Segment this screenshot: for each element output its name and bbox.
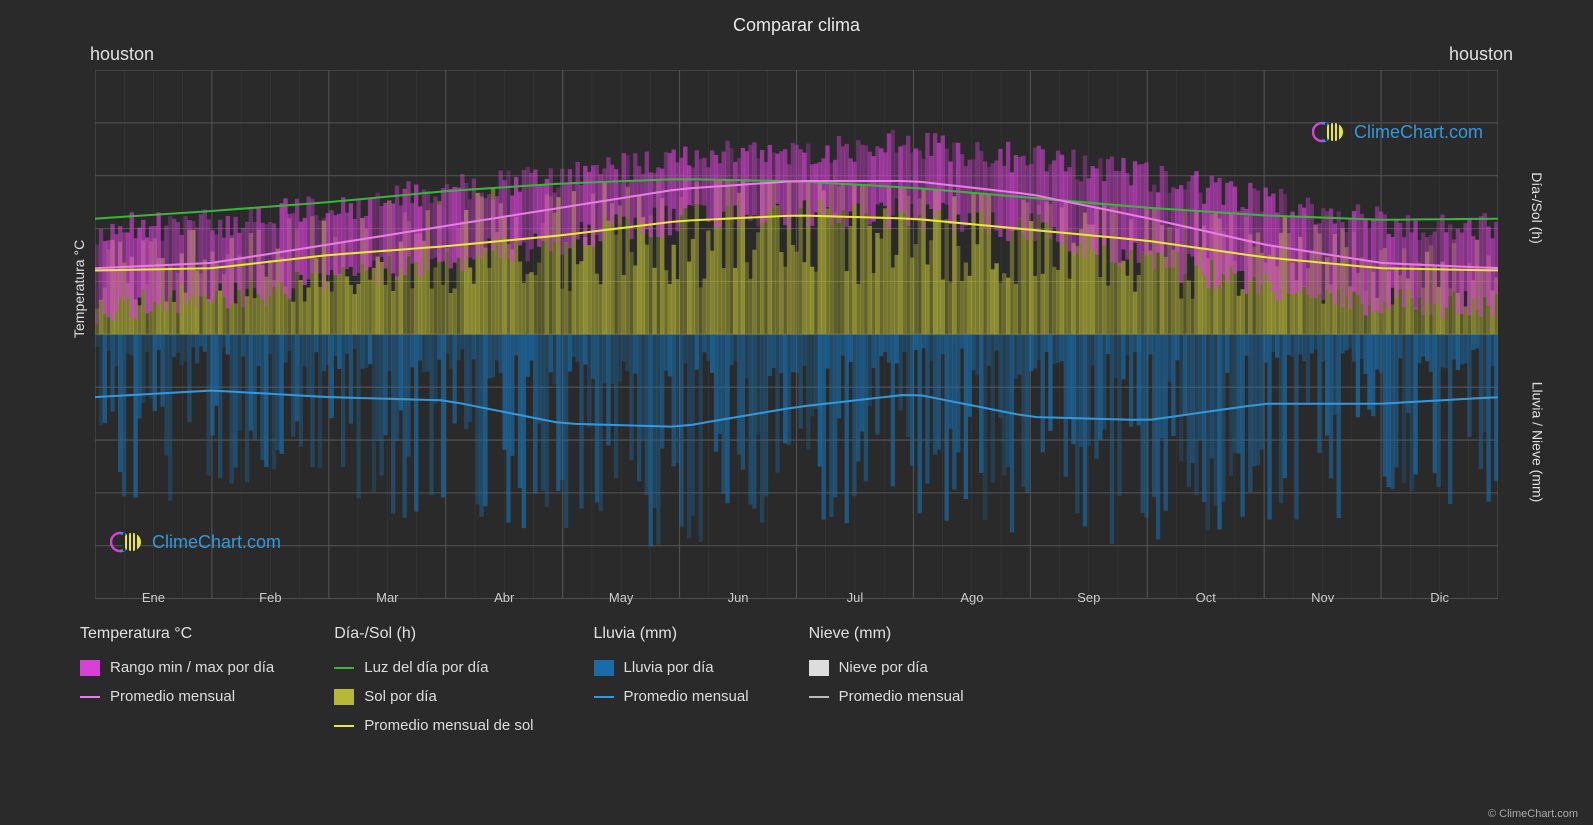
x-tick: Ago	[913, 590, 1030, 610]
x-tick: Mar	[329, 590, 446, 610]
legend-item: Luz del día por día	[334, 659, 533, 676]
y-axis-left-label: Temperatura °C	[71, 240, 87, 338]
legend-item: Promedio mensual	[809, 688, 964, 705]
legend-item: Promedio mensual	[594, 688, 749, 705]
city-label-left: houston	[90, 44, 154, 65]
y-axis-left: Temperatura °C	[40, 70, 85, 590]
legend-swatch-box	[334, 689, 354, 705]
legend-swatch-line	[809, 696, 829, 698]
chart-area: Temperatura °C Día-/Sol (h) Lluvia / Nie…	[20, 70, 1573, 610]
legend-item: Promedio mensual de sol	[334, 717, 533, 734]
x-tick: Jul	[797, 590, 914, 610]
y-axis-right: Día-/Sol (h) Lluvia / Nieve (mm)	[1508, 70, 1553, 590]
legend: Temperatura °C Rango min / max por día Pro…	[20, 615, 1573, 744]
legend-label: Promedio mensual de sol	[364, 717, 533, 734]
copyright: © ClimeChart.com	[1488, 808, 1578, 820]
x-tick: Oct	[1147, 590, 1264, 610]
legend-label: Promedio mensual	[839, 688, 964, 705]
legend-item: Rango min / max por día	[80, 659, 274, 676]
x-tick: May	[563, 590, 680, 610]
x-tick: Dic	[1381, 590, 1498, 610]
legend-title: Lluvia (mm)	[594, 625, 749, 643]
legend-column: Lluvia (mm) Lluvia por día Promedio mensua…	[594, 625, 749, 734]
x-tick: Sep	[1030, 590, 1147, 610]
legend-label: Rango min / max por día	[110, 659, 274, 676]
legend-column: Nieve (mm) Nieve por día Promedio mensual	[809, 625, 964, 734]
legend-label: Sol por día	[364, 688, 437, 705]
y-axis-right-top-label: Día-/Sol (h)	[1529, 172, 1545, 244]
legend-swatch-box	[809, 660, 829, 676]
city-label-right: houston	[1449, 44, 1513, 65]
x-tick: Nov	[1264, 590, 1381, 610]
legend-title: Día-/Sol (h)	[334, 625, 533, 643]
legend-swatch-line	[334, 725, 354, 727]
legend-swatch-box	[80, 660, 100, 676]
x-tick: Jun	[680, 590, 797, 610]
legend-label: Promedio mensual	[110, 688, 235, 705]
x-axis: EneFebMarAbrMayJunJulAgoSepOctNovDic	[95, 590, 1498, 610]
city-labels: houston houston	[20, 44, 1573, 65]
legend-swatch-line	[594, 696, 614, 698]
legend-item: Promedio mensual	[80, 688, 274, 705]
legend-label: Promedio mensual	[624, 688, 749, 705]
plot-svg: 50403020100-10-20-30-40-5024181260102030…	[95, 70, 1498, 599]
x-tick: Feb	[212, 590, 329, 610]
legend-item: Lluvia por día	[594, 659, 749, 676]
legend-label: Luz del día por día	[364, 659, 488, 676]
chart-title: Comparar clima	[20, 15, 1573, 36]
legend-swatch-box	[594, 660, 614, 676]
legend-item: Sol por día	[334, 688, 533, 705]
legend-label: Lluvia por día	[624, 659, 714, 676]
y-axis-right-bot-label: Lluvia / Nieve (mm)	[1530, 382, 1546, 503]
legend-column: Día-/Sol (h) Luz del día por día Sol por d…	[334, 625, 533, 734]
legend-title: Nieve (mm)	[809, 625, 964, 643]
x-tick: Ene	[95, 590, 212, 610]
legend-label: Nieve por día	[839, 659, 928, 676]
legend-swatch-line	[334, 667, 354, 669]
climate-chart: Comparar clima houston houston Temperatu…	[0, 0, 1593, 825]
x-tick: Abr	[446, 590, 563, 610]
legend-swatch-line	[80, 696, 100, 698]
legend-column: Temperatura °C Rango min / max por día Pro…	[80, 625, 274, 734]
legend-item: Nieve por día	[809, 659, 964, 676]
legend-title: Temperatura °C	[80, 625, 274, 643]
